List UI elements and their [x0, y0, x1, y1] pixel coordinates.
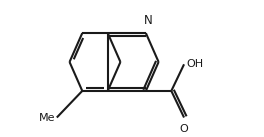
Text: Me: Me — [39, 112, 55, 122]
Text: OH: OH — [187, 59, 204, 69]
Text: O: O — [180, 124, 188, 134]
Text: N: N — [144, 14, 153, 27]
